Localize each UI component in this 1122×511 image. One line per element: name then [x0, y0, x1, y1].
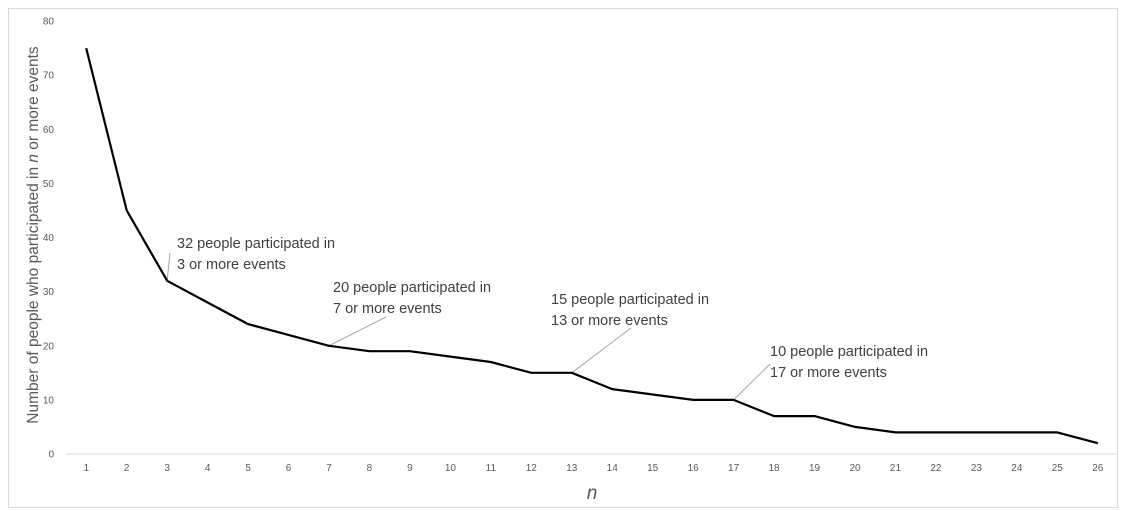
- x-tick-label: 26: [1092, 463, 1104, 474]
- x-tick-label: 25: [1052, 463, 1064, 474]
- y-tick-label: 0: [48, 450, 54, 461]
- y-tick-label: 80: [43, 17, 55, 28]
- y-tick-label: 30: [43, 287, 55, 298]
- annotation-leader-line: [733, 363, 771, 401]
- annotation-leader-line: [571, 327, 632, 374]
- x-tick-label: 22: [930, 463, 942, 474]
- x-axis-ticks: 1 2 3 4 5 6 7 8 9 10 11 12 13 14 15 16 17 18 19 20 21 22 23 24 2…: [83, 463, 1103, 474]
- annotation-label: 10 people participated in: [770, 344, 928, 360]
- annotation-label: 17 or more events: [770, 365, 887, 381]
- x-tick-label: 18: [769, 463, 781, 474]
- y-tick-label: 20: [43, 341, 55, 352]
- x-tick-label: 10: [445, 463, 457, 474]
- x-tick-label: 17: [728, 463, 740, 474]
- annotation-connectors: [166, 252, 771, 401]
- y-axis-ticks: 0 10 20 30 40 50 60 70 80: [43, 17, 55, 461]
- x-tick-label: 2: [124, 463, 130, 474]
- x-tick-label: 16: [688, 463, 700, 474]
- x-tick-label: 7: [326, 463, 332, 474]
- annotations: 32 people participated in 3 or more event…: [177, 236, 928, 381]
- x-tick-label: 5: [245, 463, 251, 474]
- x-tick-label: 20: [849, 463, 861, 474]
- y-tick-label: 40: [43, 233, 55, 244]
- annotation-label: 13 or more events: [551, 313, 668, 329]
- chart-frame: [8, 8, 1118, 508]
- y-axis-title: Number of people who participated in n o…: [25, 46, 42, 424]
- x-tick-label: 9: [407, 463, 413, 474]
- annotation-label: 7 or more events: [333, 301, 442, 317]
- series-line: [85, 47, 1099, 445]
- x-tick-label: 14: [607, 463, 619, 474]
- x-tick-label: 15: [647, 463, 659, 474]
- y-axis-title-part-2: or more events: [25, 46, 42, 154]
- annotation-label: 3 or more events: [177, 257, 286, 273]
- y-tick-label: 50: [43, 179, 55, 190]
- y-tick-label: 10: [43, 395, 55, 406]
- annotation-label: 15 people participated in: [551, 292, 709, 308]
- x-tick-label: 12: [526, 463, 538, 474]
- y-axis-title-italic-n: n: [25, 154, 42, 163]
- annotation-leader-line: [328, 316, 387, 347]
- x-axis-title: n: [587, 483, 598, 504]
- x-tick-label: 1: [83, 463, 89, 474]
- x-tick-label: 13: [566, 463, 578, 474]
- x-tick-label: 8: [367, 463, 373, 474]
- x-tick-label: 23: [971, 463, 983, 474]
- x-tick-label: 11: [486, 463, 497, 474]
- x-tick-label: 24: [1011, 463, 1023, 474]
- y-tick-label: 60: [43, 125, 55, 136]
- x-tick-label: 19: [809, 463, 821, 474]
- y-axis-title-part-1: Number of people who participated in: [25, 163, 42, 424]
- annotation-leader-line: [166, 252, 171, 281]
- annotation-label: 32 people participated in: [177, 236, 335, 252]
- x-tick-label: 3: [164, 463, 170, 474]
- x-tick-label: 21: [890, 463, 902, 474]
- annotation-label: 20 people participated in: [333, 280, 491, 296]
- x-tick-label: 4: [205, 463, 211, 474]
- x-tick-label: 6: [286, 463, 292, 474]
- y-tick-label: 70: [43, 71, 55, 82]
